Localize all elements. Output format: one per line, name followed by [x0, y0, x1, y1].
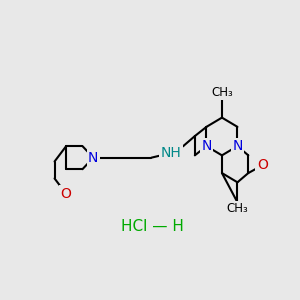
Text: N: N [232, 139, 243, 153]
Text: N: N [201, 139, 212, 153]
Text: HCl — H: HCl — H [121, 220, 184, 235]
Text: N: N [88, 151, 98, 165]
Text: CH₃: CH₃ [226, 202, 248, 215]
Text: O: O [257, 158, 268, 172]
Text: CH₃: CH₃ [211, 86, 233, 99]
Text: O: O [61, 187, 72, 201]
Text: NH: NH [160, 146, 181, 160]
